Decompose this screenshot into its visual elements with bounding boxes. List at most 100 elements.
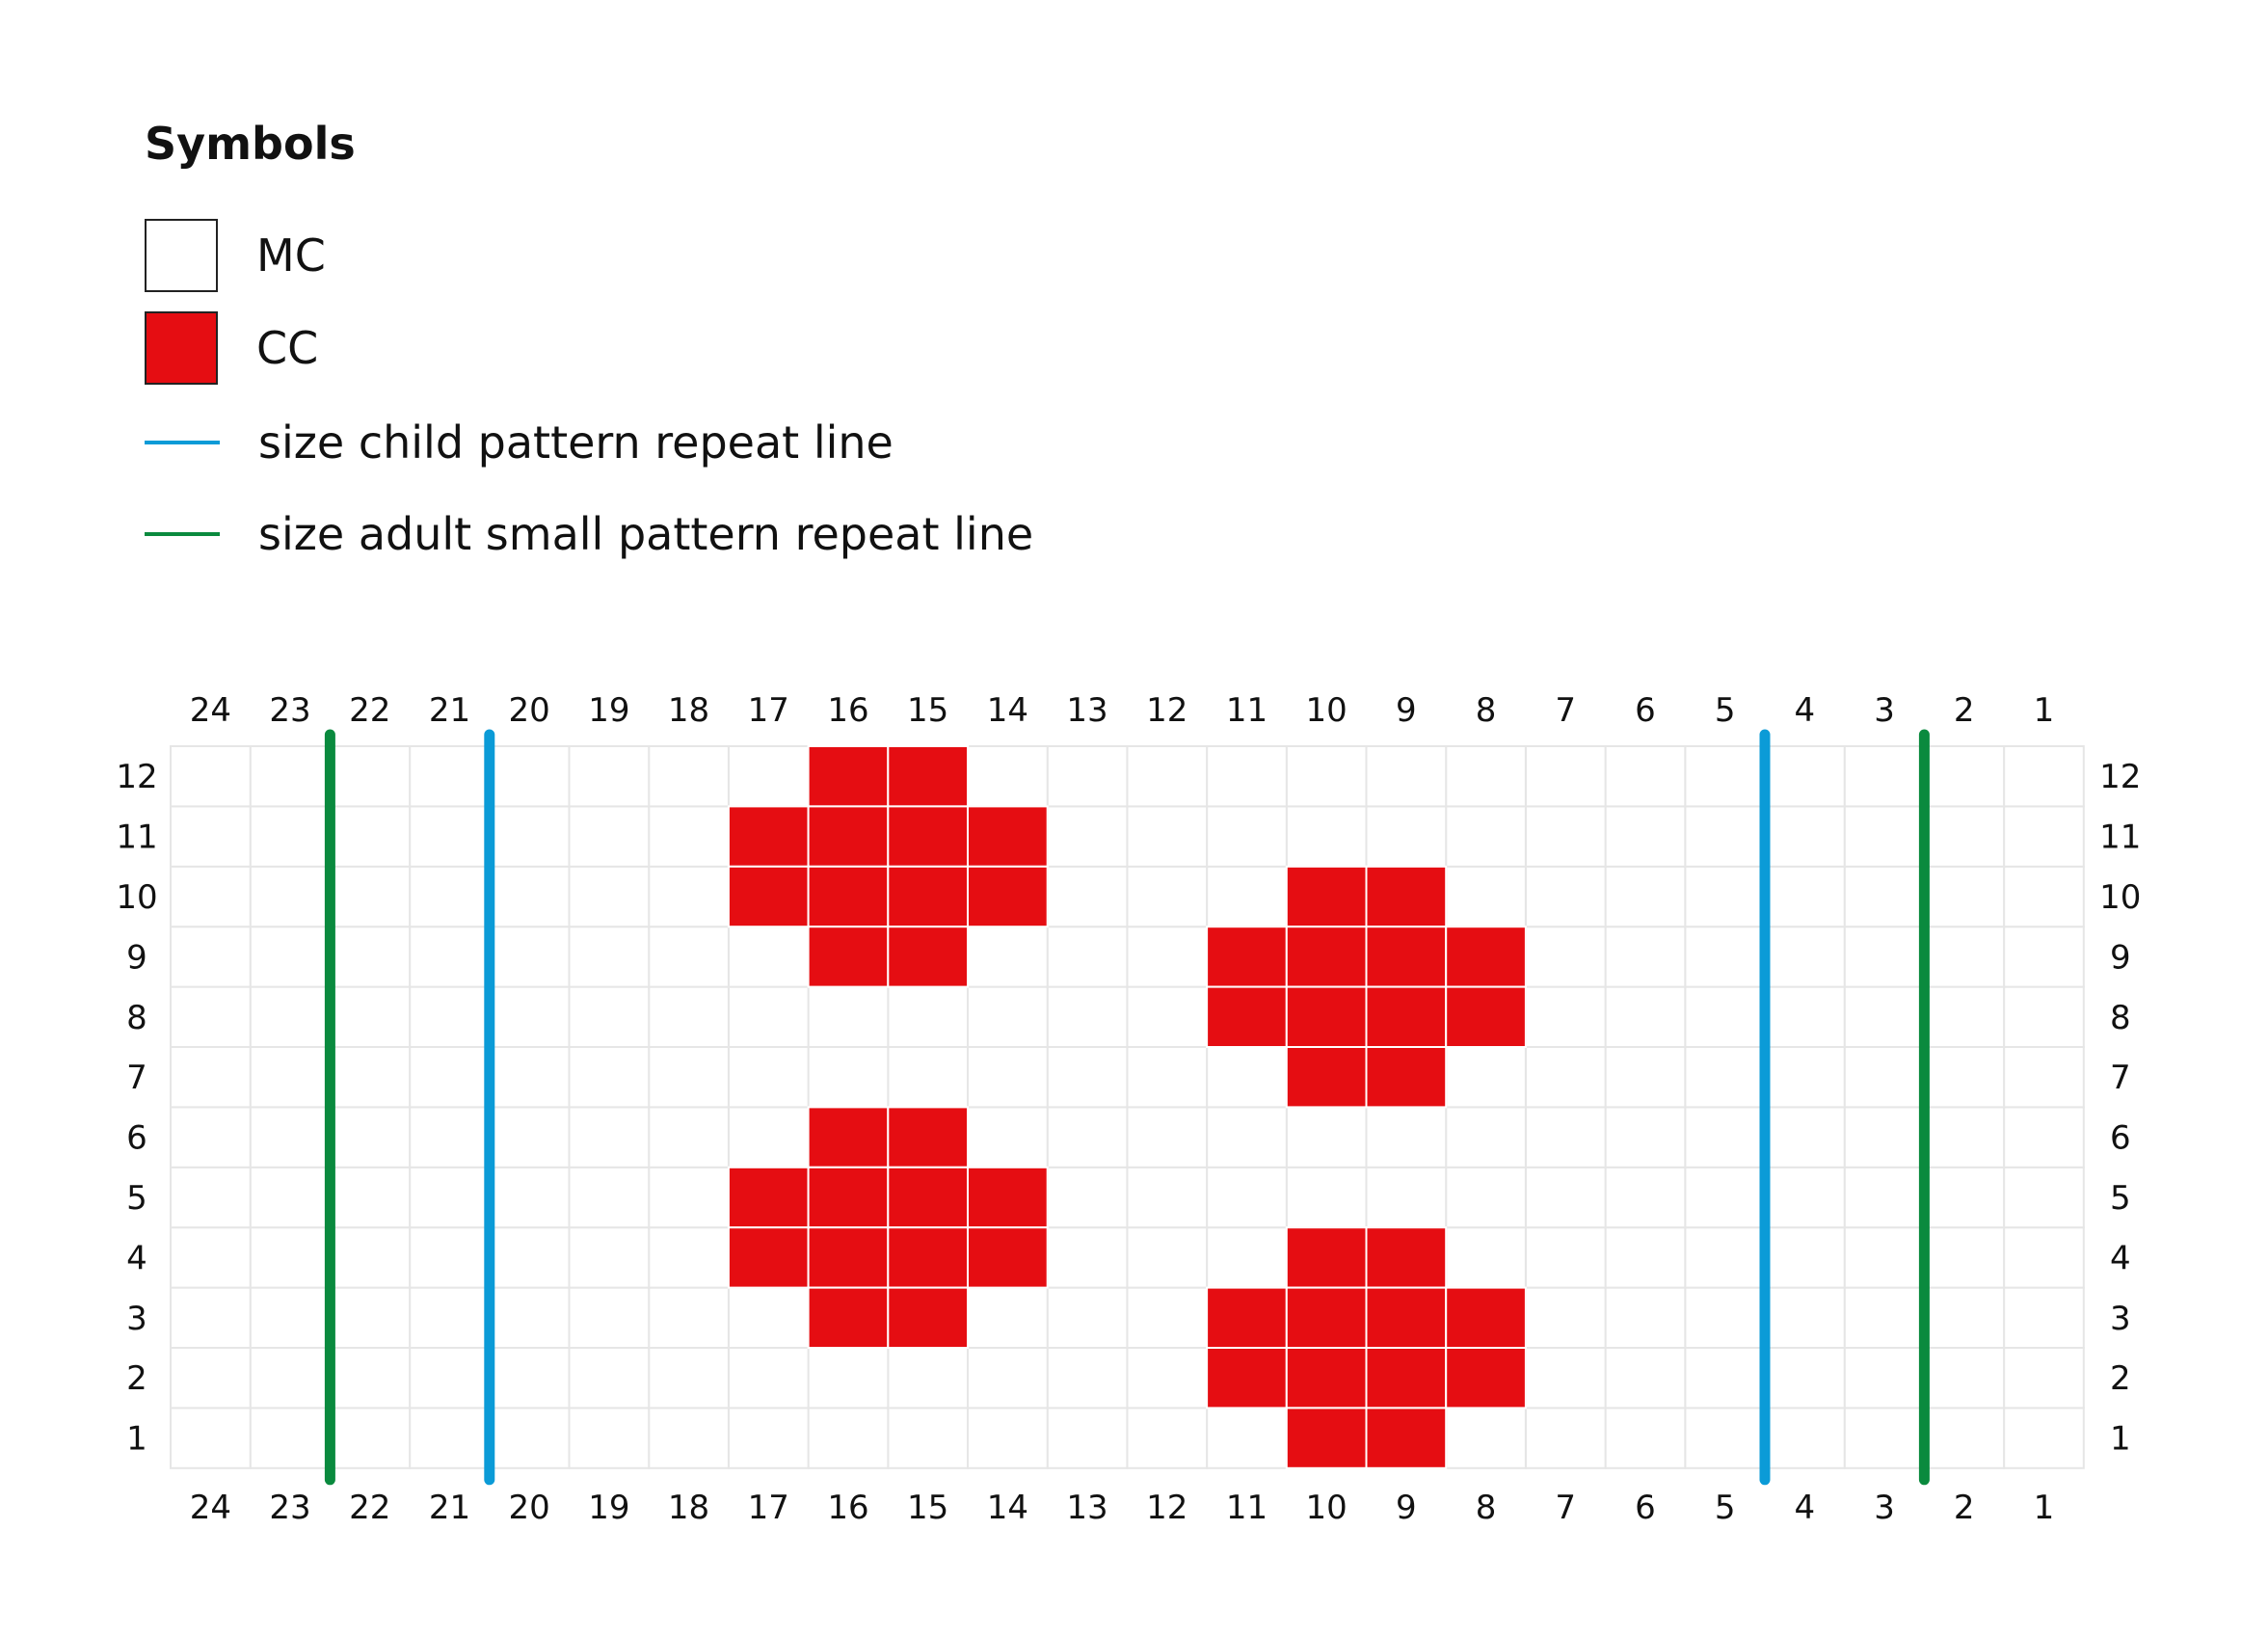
stitch-number: 23 <box>269 1489 310 1527</box>
mc-cell <box>1046 1166 1129 1229</box>
stitch-number: 23 <box>269 691 310 730</box>
mc-cell <box>648 985 730 1048</box>
cc-cell <box>1285 1226 1368 1289</box>
mc-cell <box>568 745 651 808</box>
mc-cell <box>1843 985 1926 1048</box>
mc-cell <box>488 1407 571 1469</box>
mc-cell <box>329 926 412 988</box>
mc-cell <box>1126 1166 1209 1229</box>
mc-cell <box>1365 805 1448 868</box>
mc-cell <box>807 1407 890 1469</box>
mc-cell <box>648 805 730 868</box>
stitch-number: 6 <box>1635 691 1656 730</box>
mc-cell <box>967 926 1049 988</box>
mc-cell <box>1445 805 1527 868</box>
stitch-number: 24 <box>190 1489 231 1527</box>
mc-cell <box>1524 1226 1607 1289</box>
mc-cell <box>1126 1286 1209 1349</box>
mc-cell <box>170 1046 252 1109</box>
stitch-number: 17 <box>748 1489 789 1527</box>
mc-cell <box>887 1407 969 1469</box>
cc-cell <box>1285 985 1368 1048</box>
cc-cell <box>1365 1407 1448 1469</box>
mc-cell <box>887 1347 969 1410</box>
cc-cell <box>887 1286 969 1349</box>
mc-cell <box>727 1106 810 1168</box>
row-number: 7 <box>126 1059 147 1097</box>
mc-cell <box>2003 745 2085 808</box>
mc-cell <box>1285 1106 1368 1168</box>
mc-cell <box>170 1347 252 1410</box>
mc-cell <box>249 805 332 868</box>
mc-cell <box>1206 745 1288 808</box>
mc-cell <box>249 865 332 928</box>
mc-cell <box>648 1166 730 1229</box>
mc-cell <box>249 1347 332 1410</box>
mc-cell <box>409 1106 491 1168</box>
stitch-number: 10 <box>1306 1489 1347 1527</box>
cc-cell <box>807 805 890 868</box>
cc-swatch <box>145 311 218 385</box>
cc-cell <box>1365 1046 1448 1109</box>
mc-cell <box>1604 745 1687 808</box>
mc-cell <box>1285 1166 1368 1229</box>
stitch-number: 16 <box>827 691 868 730</box>
legend-label: CC <box>256 322 319 374</box>
row-number: 4 <box>2110 1239 2131 1277</box>
mc-cell <box>1764 1046 1846 1109</box>
mc-cell <box>887 985 969 1048</box>
cc-cell <box>807 926 890 988</box>
mc-cell <box>1604 1046 1687 1109</box>
mc-cell <box>1046 1347 1129 1410</box>
mc-cell <box>1923 926 2006 988</box>
stitch-number: 18 <box>668 691 709 730</box>
mc-cell <box>1843 805 1926 868</box>
mc-cell <box>967 1286 1049 1349</box>
mc-cell <box>1206 865 1288 928</box>
mc-cell <box>1524 1286 1607 1349</box>
row-number: 8 <box>2110 999 2131 1037</box>
mc-cell <box>1604 1226 1687 1289</box>
cc-cell <box>1365 1286 1448 1349</box>
stitch-number: 2 <box>1954 1489 1975 1527</box>
mc-cell <box>648 1407 730 1469</box>
mc-cell <box>1843 1286 1926 1349</box>
cc-cell <box>807 745 890 808</box>
row-number: 6 <box>2110 1119 2131 1158</box>
legend-label: MC <box>256 229 326 282</box>
mc-cell <box>967 1046 1049 1109</box>
stitch-number: 17 <box>748 691 789 730</box>
row-number: 2 <box>126 1359 147 1398</box>
mc-cell <box>1843 1226 1926 1289</box>
cc-cell <box>1285 1286 1368 1349</box>
mc-cell <box>2003 1347 2085 1410</box>
mc-cell <box>1604 805 1687 868</box>
mc-cell <box>727 1347 810 1410</box>
mc-cell <box>1764 1407 1846 1469</box>
cc-cell <box>1285 1046 1368 1109</box>
stitch-number: 14 <box>987 691 1028 730</box>
row-number: 3 <box>126 1300 147 1338</box>
row-number: 4 <box>126 1239 147 1277</box>
mc-cell <box>1365 745 1448 808</box>
mc-cell <box>1923 1106 2006 1168</box>
legend-item-child-line: size child pattern repeat line <box>145 405 894 480</box>
cc-cell <box>887 1106 969 1168</box>
mc-cell <box>329 985 412 1048</box>
stitch-number: 15 <box>907 691 948 730</box>
mc-cell <box>1764 985 1846 1048</box>
mc-cell <box>967 1106 1049 1168</box>
mc-cell <box>1684 1286 1767 1349</box>
mc-cell <box>170 1407 252 1469</box>
mc-cell <box>1923 1046 2006 1109</box>
mc-cell <box>170 1226 252 1289</box>
cc-cell <box>807 865 890 928</box>
stitch-number: 11 <box>1226 1489 1267 1527</box>
mc-cell <box>2003 805 2085 868</box>
mc-cell <box>2003 1046 2085 1109</box>
mc-cell <box>1684 865 1767 928</box>
mc-cell <box>727 745 810 808</box>
stitch-number: 8 <box>1476 1489 1497 1527</box>
mc-cell <box>170 1106 252 1168</box>
mc-cell <box>409 745 491 808</box>
